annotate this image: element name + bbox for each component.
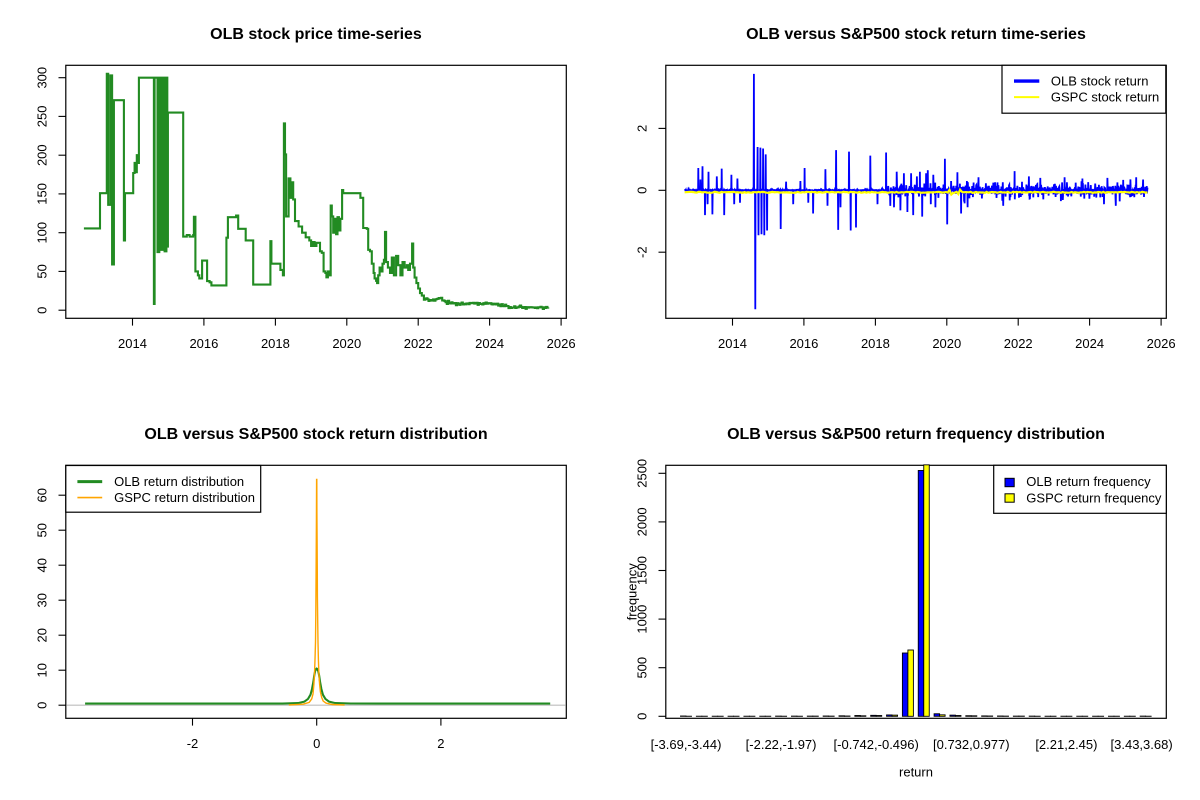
svg-text:100: 100 xyxy=(35,222,50,244)
svg-text:2500: 2500 xyxy=(635,459,650,488)
svg-text:50: 50 xyxy=(35,523,50,537)
svg-text:[-3.69,-3.44): [-3.69,-3.44) xyxy=(651,737,722,752)
svg-text:500: 500 xyxy=(635,657,650,679)
svg-text:[-0.742,-0.496): [-0.742,-0.496) xyxy=(834,737,919,752)
svg-text:0: 0 xyxy=(35,307,50,314)
svg-text:-2: -2 xyxy=(187,736,199,751)
svg-text:2024: 2024 xyxy=(1075,336,1104,351)
svg-text:[3.43,3.68): [3.43,3.68) xyxy=(1111,737,1173,752)
svg-text:GSPC return distribution: GSPC return distribution xyxy=(114,490,255,505)
svg-text:250: 250 xyxy=(35,106,50,128)
svg-text:2020: 2020 xyxy=(932,336,961,351)
svg-text:frequency: frequency xyxy=(625,563,640,621)
svg-text:GSPC stock return: GSPC stock return xyxy=(1051,90,1159,105)
svg-text:150: 150 xyxy=(35,183,50,205)
svg-text:GSPC return frequency: GSPC return frequency xyxy=(1026,490,1162,505)
svg-text:2018: 2018 xyxy=(261,336,290,351)
svg-text:1500: 1500 xyxy=(635,556,650,585)
svg-text:2: 2 xyxy=(437,736,444,751)
svg-text:OLB versus S&P500 return frequ: OLB versus S&P500 return frequency distr… xyxy=(727,426,1105,443)
svg-text:2: 2 xyxy=(635,125,650,132)
svg-text:40: 40 xyxy=(35,558,50,572)
svg-text:OLB return distribution: OLB return distribution xyxy=(114,474,244,489)
svg-text:0: 0 xyxy=(313,736,320,751)
svg-text:1000: 1000 xyxy=(635,605,650,634)
svg-text:2000: 2000 xyxy=(635,507,650,536)
svg-text:2016: 2016 xyxy=(789,336,818,351)
svg-text:60: 60 xyxy=(35,488,50,502)
svg-text:[-2.22,-1.97): [-2.22,-1.97) xyxy=(746,737,817,752)
svg-text:OLB stock return: OLB stock return xyxy=(1051,74,1149,89)
svg-text:2022: 2022 xyxy=(1004,336,1033,351)
svg-text:200: 200 xyxy=(35,144,50,166)
svg-text:20: 20 xyxy=(35,628,50,642)
svg-text:[2.21,2.45): [2.21,2.45) xyxy=(1035,737,1097,752)
svg-text:[0.732,0.977): [0.732,0.977) xyxy=(933,737,1010,752)
svg-text:0: 0 xyxy=(635,187,650,194)
svg-text:OLB versus S&P500 stock return: OLB versus S&P500 stock return distribut… xyxy=(144,426,487,443)
svg-text:0: 0 xyxy=(35,702,50,709)
svg-text:2020: 2020 xyxy=(332,336,361,351)
svg-text:0: 0 xyxy=(635,713,650,720)
svg-text:50: 50 xyxy=(35,264,50,278)
svg-text:OLB stock price time-series: OLB stock price time-series xyxy=(210,26,422,43)
svg-text:2014: 2014 xyxy=(118,336,147,351)
svg-text:2018: 2018 xyxy=(861,336,890,351)
svg-text:30: 30 xyxy=(35,593,50,607)
svg-text:300: 300 xyxy=(35,67,50,89)
svg-text:2026: 2026 xyxy=(547,336,576,351)
svg-text:return: return xyxy=(899,765,933,780)
svg-text:2026: 2026 xyxy=(1147,336,1176,351)
svg-text:2014: 2014 xyxy=(718,336,747,351)
svg-text:OLB return frequency: OLB return frequency xyxy=(1026,474,1151,489)
svg-text:10: 10 xyxy=(35,663,50,677)
svg-text:-2: -2 xyxy=(635,246,650,258)
svg-text:2024: 2024 xyxy=(475,336,504,351)
svg-text:2022: 2022 xyxy=(404,336,433,351)
svg-text:2016: 2016 xyxy=(189,336,218,351)
svg-text:OLB versus S&P500 stock return: OLB versus S&P500 stock return time-seri… xyxy=(746,26,1086,43)
